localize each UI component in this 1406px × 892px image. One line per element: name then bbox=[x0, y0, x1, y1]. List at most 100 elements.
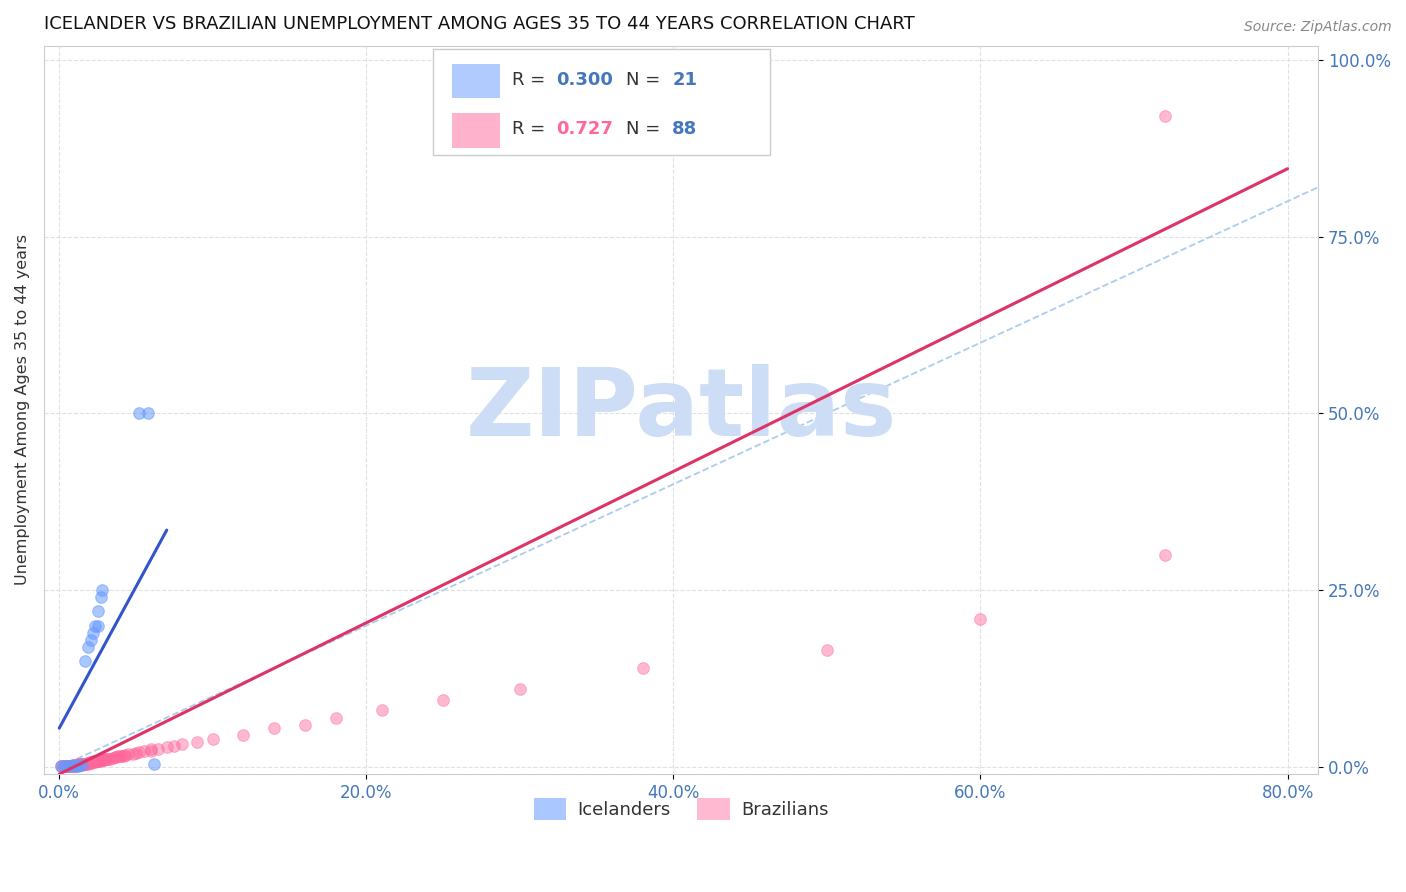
Point bbox=[56, 759, 79, 773]
Point bbox=[110, 748, 132, 763]
Point bbox=[49, 759, 72, 773]
Point bbox=[83, 755, 105, 769]
Point bbox=[65, 758, 87, 772]
Point bbox=[128, 406, 150, 420]
Point bbox=[93, 753, 115, 767]
Point bbox=[969, 611, 991, 625]
Point bbox=[82, 755, 104, 769]
Text: 0.727: 0.727 bbox=[557, 120, 613, 138]
Point bbox=[98, 751, 121, 765]
Point bbox=[122, 747, 145, 761]
FancyBboxPatch shape bbox=[433, 49, 770, 155]
Point bbox=[77, 640, 100, 654]
Point bbox=[63, 758, 86, 772]
Point bbox=[59, 759, 82, 773]
Point bbox=[94, 751, 117, 765]
Point bbox=[132, 744, 155, 758]
Text: 88: 88 bbox=[672, 120, 697, 138]
Point bbox=[52, 759, 75, 773]
Y-axis label: Unemployment Among Ages 35 to 44 years: Unemployment Among Ages 35 to 44 years bbox=[15, 235, 30, 585]
Point bbox=[66, 758, 89, 772]
Point bbox=[60, 758, 83, 772]
Text: R =: R = bbox=[512, 120, 551, 138]
Point bbox=[631, 661, 654, 675]
Point bbox=[91, 583, 114, 598]
Point bbox=[96, 752, 118, 766]
Point bbox=[90, 753, 112, 767]
Point bbox=[136, 406, 159, 420]
Point bbox=[72, 758, 94, 772]
Point bbox=[58, 758, 80, 772]
Point bbox=[80, 756, 103, 770]
Point bbox=[66, 757, 89, 772]
Point bbox=[1153, 548, 1175, 562]
Point bbox=[86, 604, 108, 618]
Point bbox=[294, 717, 316, 731]
Point bbox=[59, 759, 82, 773]
Text: ZIPatlas: ZIPatlas bbox=[465, 364, 897, 456]
Text: ICELANDER VS BRAZILIAN UNEMPLOYMENT AMONG AGES 35 TO 44 YEARS CORRELATION CHART: ICELANDER VS BRAZILIAN UNEMPLOYMENT AMON… bbox=[44, 15, 915, 33]
Legend: Icelanders, Brazilians: Icelanders, Brazilians bbox=[527, 790, 835, 827]
Point bbox=[73, 756, 96, 771]
Text: N =: N = bbox=[626, 120, 666, 138]
Point bbox=[62, 758, 84, 772]
Point bbox=[1153, 109, 1175, 123]
Point bbox=[117, 747, 139, 762]
Point bbox=[80, 755, 103, 769]
Point bbox=[370, 703, 392, 717]
Point bbox=[67, 757, 90, 772]
Point bbox=[509, 682, 531, 697]
Point bbox=[67, 758, 90, 772]
FancyBboxPatch shape bbox=[451, 63, 501, 98]
Point bbox=[72, 756, 94, 771]
Point bbox=[59, 758, 82, 772]
Point bbox=[170, 738, 193, 752]
Point bbox=[73, 757, 96, 772]
Point bbox=[125, 746, 148, 760]
Point bbox=[114, 747, 136, 762]
Point bbox=[83, 618, 105, 632]
Point bbox=[77, 756, 100, 770]
Text: 21: 21 bbox=[672, 71, 697, 89]
Point bbox=[94, 752, 117, 766]
Point bbox=[65, 758, 87, 772]
Point bbox=[82, 755, 104, 769]
Point bbox=[75, 654, 97, 668]
Point bbox=[163, 739, 186, 753]
Point bbox=[89, 754, 111, 768]
Point bbox=[232, 728, 254, 742]
Point bbox=[107, 749, 129, 764]
Point bbox=[62, 758, 84, 772]
Point bbox=[432, 693, 454, 707]
Point bbox=[58, 759, 80, 773]
Point bbox=[186, 735, 208, 749]
Point bbox=[77, 756, 100, 771]
Point bbox=[63, 758, 86, 772]
Point bbox=[90, 591, 112, 605]
Text: N =: N = bbox=[626, 71, 666, 89]
Point bbox=[97, 751, 120, 765]
Point bbox=[51, 759, 73, 773]
Point bbox=[141, 742, 163, 756]
Text: 0.300: 0.300 bbox=[557, 71, 613, 89]
Point bbox=[103, 750, 125, 764]
Point bbox=[67, 758, 90, 772]
Point bbox=[325, 710, 347, 724]
Point bbox=[49, 759, 72, 773]
Point bbox=[143, 756, 166, 771]
Point bbox=[201, 731, 224, 746]
Point bbox=[156, 740, 179, 755]
Point bbox=[75, 756, 97, 771]
Point bbox=[65, 758, 87, 772]
Point bbox=[52, 759, 75, 773]
Point bbox=[79, 755, 101, 769]
Point bbox=[56, 758, 79, 772]
Point bbox=[55, 759, 77, 773]
Point bbox=[90, 754, 112, 768]
Point bbox=[60, 759, 83, 773]
Point bbox=[263, 721, 285, 735]
Point bbox=[112, 748, 135, 763]
Point bbox=[62, 758, 84, 772]
Point bbox=[815, 643, 838, 657]
Point bbox=[101, 751, 124, 765]
